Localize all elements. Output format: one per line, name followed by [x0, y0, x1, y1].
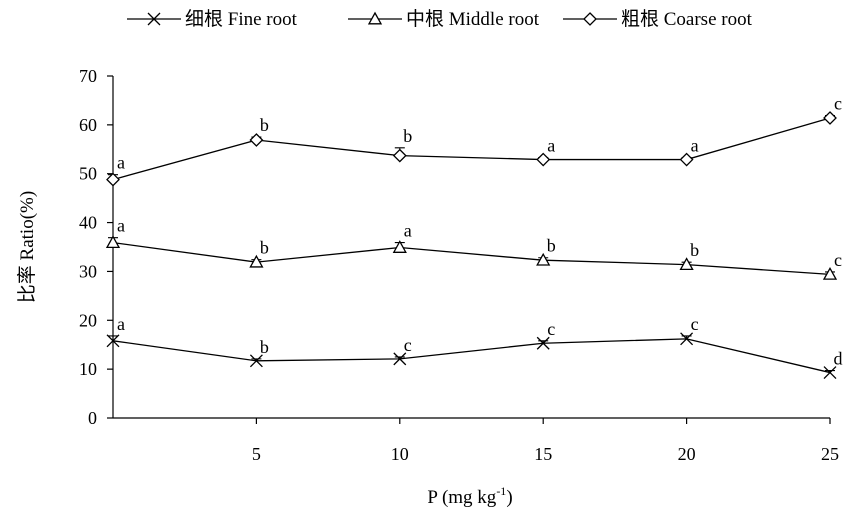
x-tick-label: 20 [678, 444, 696, 464]
series-x: a b c c c d [106, 314, 843, 380]
data-point [392, 240, 407, 253]
significance-label: b [690, 240, 699, 260]
y-tick-label: 40 [79, 213, 97, 233]
significance-label: a [691, 136, 699, 156]
significance-label: b [403, 126, 412, 146]
series-triangle: a b a b b c [105, 216, 842, 280]
significance-label: c [834, 250, 842, 270]
y-tick-label: 10 [79, 359, 97, 379]
legend-marker [367, 11, 383, 25]
x-tick-label: 25 [821, 444, 839, 464]
legend-item: 中根 Middle root [348, 8, 540, 30]
data-point [679, 257, 694, 271]
data-point [106, 334, 120, 348]
significance-label: c [404, 335, 412, 355]
data-point [249, 354, 263, 368]
data-point [249, 254, 264, 268]
y-tick-label: 20 [79, 310, 97, 330]
x-tick-label: 5 [252, 444, 261, 464]
data-point [822, 267, 838, 280]
legend: 细根 Fine root 中根 Middle root 粗根 Coarse root [127, 8, 753, 30]
series-layer: a b c c c d a b a b b c a b b a a c [105, 94, 843, 380]
axes: 0 10 20 30 40 50 60 70 5 10 15 20 25 [79, 66, 839, 464]
data-point [392, 148, 407, 163]
series-line [112, 338, 831, 374]
data-point [105, 235, 121, 249]
legend-marker [147, 12, 161, 26]
significance-label: c [834, 94, 842, 114]
significance-label: b [260, 115, 269, 135]
series-line [112, 241, 831, 276]
legend-item: 细根 Fine root [127, 8, 298, 30]
legend-marker [583, 12, 597, 26]
data-point [679, 152, 694, 167]
significance-label: b [260, 337, 269, 357]
x-ticks: 5 10 15 20 25 [252, 418, 839, 464]
significance-label: c [691, 314, 699, 334]
significance-label: b [260, 238, 269, 258]
y-tick-label: 0 [88, 408, 97, 428]
y-tick-label: 30 [79, 261, 97, 281]
data-point [680, 332, 694, 346]
data-point [249, 133, 264, 147]
significance-label: a [117, 153, 125, 173]
significance-label: a [404, 221, 412, 241]
significance-label: a [547, 136, 555, 156]
significance-label: b [547, 236, 556, 256]
y-tick-label: 50 [79, 164, 97, 184]
x-tick-label: 10 [391, 444, 409, 464]
x-tick-label: 15 [534, 444, 552, 464]
x-axis-title-main: P (mg kg [427, 487, 496, 508]
data-point [106, 172, 120, 187]
significance-label: a [117, 314, 125, 334]
data-point [536, 336, 550, 350]
significance-label: c [547, 319, 555, 339]
series-diamond: a b b a a c [106, 94, 842, 187]
x-axis-title-superscript: -1 [496, 484, 506, 498]
legend-label: 粗根 Coarse root [621, 8, 753, 30]
significance-label: a [117, 216, 125, 236]
data-point [536, 152, 551, 167]
legend-item: 粗根 Coarse root [563, 8, 753, 30]
y-axis-title: 比率 Ratio(%) [16, 191, 38, 303]
data-point [823, 366, 837, 380]
y-ticks: 0 10 20 30 40 50 60 70 [79, 66, 113, 428]
y-tick-label: 70 [79, 66, 97, 86]
y-tick-label: 60 [79, 115, 97, 135]
x-axis-title: P (mg kg-1) [427, 484, 512, 508]
data-point [823, 111, 837, 125]
x-axis-title-close: ) [506, 487, 512, 508]
legend-label: 细根 Fine root [185, 8, 298, 30]
significance-label: d [834, 349, 843, 369]
legend-label: 中根 Middle root [406, 8, 540, 30]
data-point [393, 352, 407, 366]
series-line [112, 117, 831, 181]
data-point [536, 252, 551, 266]
